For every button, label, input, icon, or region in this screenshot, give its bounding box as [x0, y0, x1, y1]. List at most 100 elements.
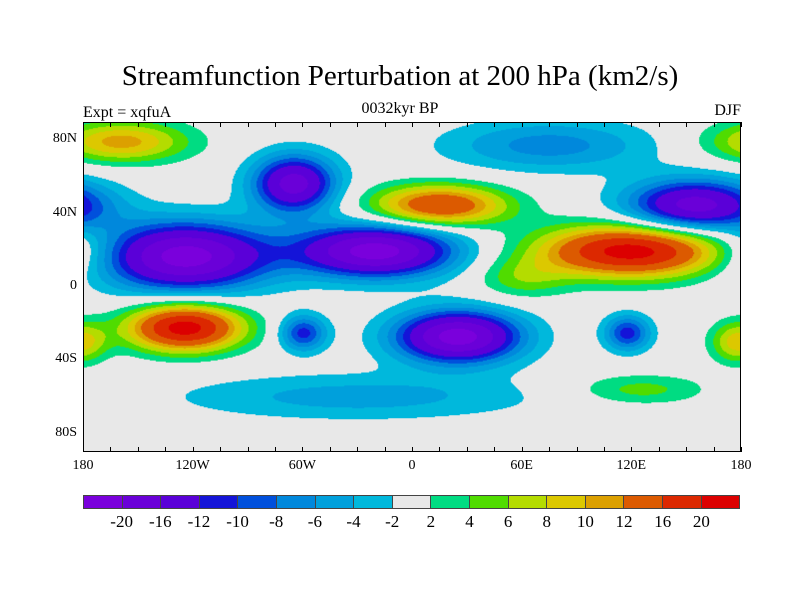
x-tick-mark [412, 447, 413, 452]
y-tick-label: 80S [55, 424, 77, 440]
colorbar-swatch [238, 496, 277, 508]
x-tick-label: 60W [288, 458, 316, 473]
y-tick-label: 0 [70, 278, 77, 293]
x-tick-mark [494, 447, 496, 452]
x-tick-mark [521, 122, 523, 127]
colorbar-swatch [547, 496, 586, 508]
colorbar-label: 20 [692, 512, 710, 531]
colorbar-label: -20 [110, 512, 133, 531]
colorbar-label: -8 [269, 512, 284, 531]
colorbar-swatch [701, 496, 740, 508]
x-tick-mark [357, 122, 359, 127]
x-tick-mark [220, 122, 222, 127]
x-tick-mark [741, 122, 742, 127]
x-tick-label: 180 [72, 458, 94, 473]
colorbar-label: 6 [503, 512, 513, 531]
x-tick-mark [192, 447, 194, 452]
season-label: DJF [714, 102, 741, 119]
streamfunction-contour-map [83, 122, 741, 452]
y-tick-label: 40N [52, 204, 77, 220]
y-tick-label: 40S [55, 351, 77, 367]
x-tick-mark [165, 447, 167, 452]
x-tick-mark [192, 122, 194, 127]
colorbar-swatch [469, 496, 509, 508]
colorbar-label: 16 [654, 512, 672, 531]
colorbar-swatch [508, 496, 548, 508]
x-tick-mark [302, 447, 304, 452]
x-tick-mark [329, 447, 331, 452]
x-tick-label: 120W [175, 458, 210, 473]
x-tick-mark [110, 122, 112, 127]
colorbar-label: 12 [615, 512, 633, 531]
x-tick-mark [357, 447, 359, 452]
x-tick-mark [302, 122, 304, 127]
x-tick-mark [274, 447, 276, 452]
x-tick-mark [713, 122, 715, 127]
colorbar-swatch [315, 496, 355, 508]
x-tick-mark [631, 447, 633, 452]
x-tick-label: 60E [510, 458, 533, 473]
colorbar-swatch [662, 496, 702, 508]
x-tick-mark [658, 447, 660, 452]
x-tick-mark [603, 122, 605, 127]
x-tick-mark [494, 122, 496, 127]
x-tick-mark [686, 122, 688, 127]
colorbar-label: -2 [385, 512, 400, 531]
experiment-label: Expt = xqfuA [83, 104, 172, 121]
x-tick-mark [631, 122, 633, 127]
x-tick-mark [603, 447, 605, 452]
x-tick-mark [412, 122, 413, 127]
colorbar-label: -10 [226, 512, 249, 531]
colorbar-swatch [585, 496, 625, 508]
x-tick-mark [137, 447, 139, 452]
colorbar-swatch [431, 496, 470, 508]
x-tick-mark [165, 122, 167, 127]
colorbar-swatch [276, 496, 316, 508]
x-tick-mark [466, 447, 468, 452]
colorbar-swatch [122, 496, 162, 508]
x-tick-mark [274, 122, 276, 127]
x-tick-mark [713, 447, 715, 452]
x-tick-mark [137, 122, 139, 127]
x-tick-mark [384, 122, 386, 127]
x-tick-mark [247, 122, 249, 127]
colorbar-swatch [392, 496, 432, 508]
colorbar-swatch [199, 496, 239, 508]
colorbar-label: 8 [542, 512, 552, 531]
x-tick-label: 0 [408, 458, 416, 473]
x-tick-mark [466, 122, 468, 127]
x-tick-mark [110, 447, 112, 452]
x-tick-mark [741, 447, 742, 452]
x-tick-mark [384, 447, 386, 452]
x-tick-mark [83, 447, 84, 452]
colorbar [83, 495, 740, 509]
x-tick-mark [549, 447, 551, 452]
colorbar-swatch [161, 496, 200, 508]
x-tick-mark [329, 122, 331, 127]
colorbar-swatch [84, 496, 123, 508]
x-tick-mark [247, 447, 249, 452]
x-tick-label: 120E [616, 458, 647, 473]
colorbar-label: -4 [346, 512, 361, 531]
colorbar-swatch [624, 496, 663, 508]
x-tick-mark [521, 447, 523, 452]
x-tick-mark [439, 447, 441, 452]
colorbar-label: 2 [426, 512, 436, 531]
y-tick-label: 80N [52, 131, 77, 147]
x-tick-mark [576, 447, 578, 452]
colorbar-label: -16 [148, 512, 172, 531]
x-tick-mark [576, 122, 578, 127]
x-tick-mark [686, 447, 688, 452]
colorbar-label: -6 [307, 512, 322, 531]
x-tick-label: 180 [730, 458, 752, 473]
colorbar-swatch [354, 496, 393, 508]
x-tick-mark [439, 122, 441, 127]
x-tick-mark [220, 447, 222, 452]
chart-title: Streamfunction Perturbation at 200 hPa (… [121, 60, 679, 92]
x-tick-mark [658, 122, 660, 127]
colorbar-label: 10 [576, 512, 594, 531]
colorbar-label: 4 [465, 512, 474, 531]
x-tick-mark [83, 122, 84, 127]
period-label: 0032kyr BP [361, 100, 439, 117]
x-tick-mark [549, 122, 551, 127]
